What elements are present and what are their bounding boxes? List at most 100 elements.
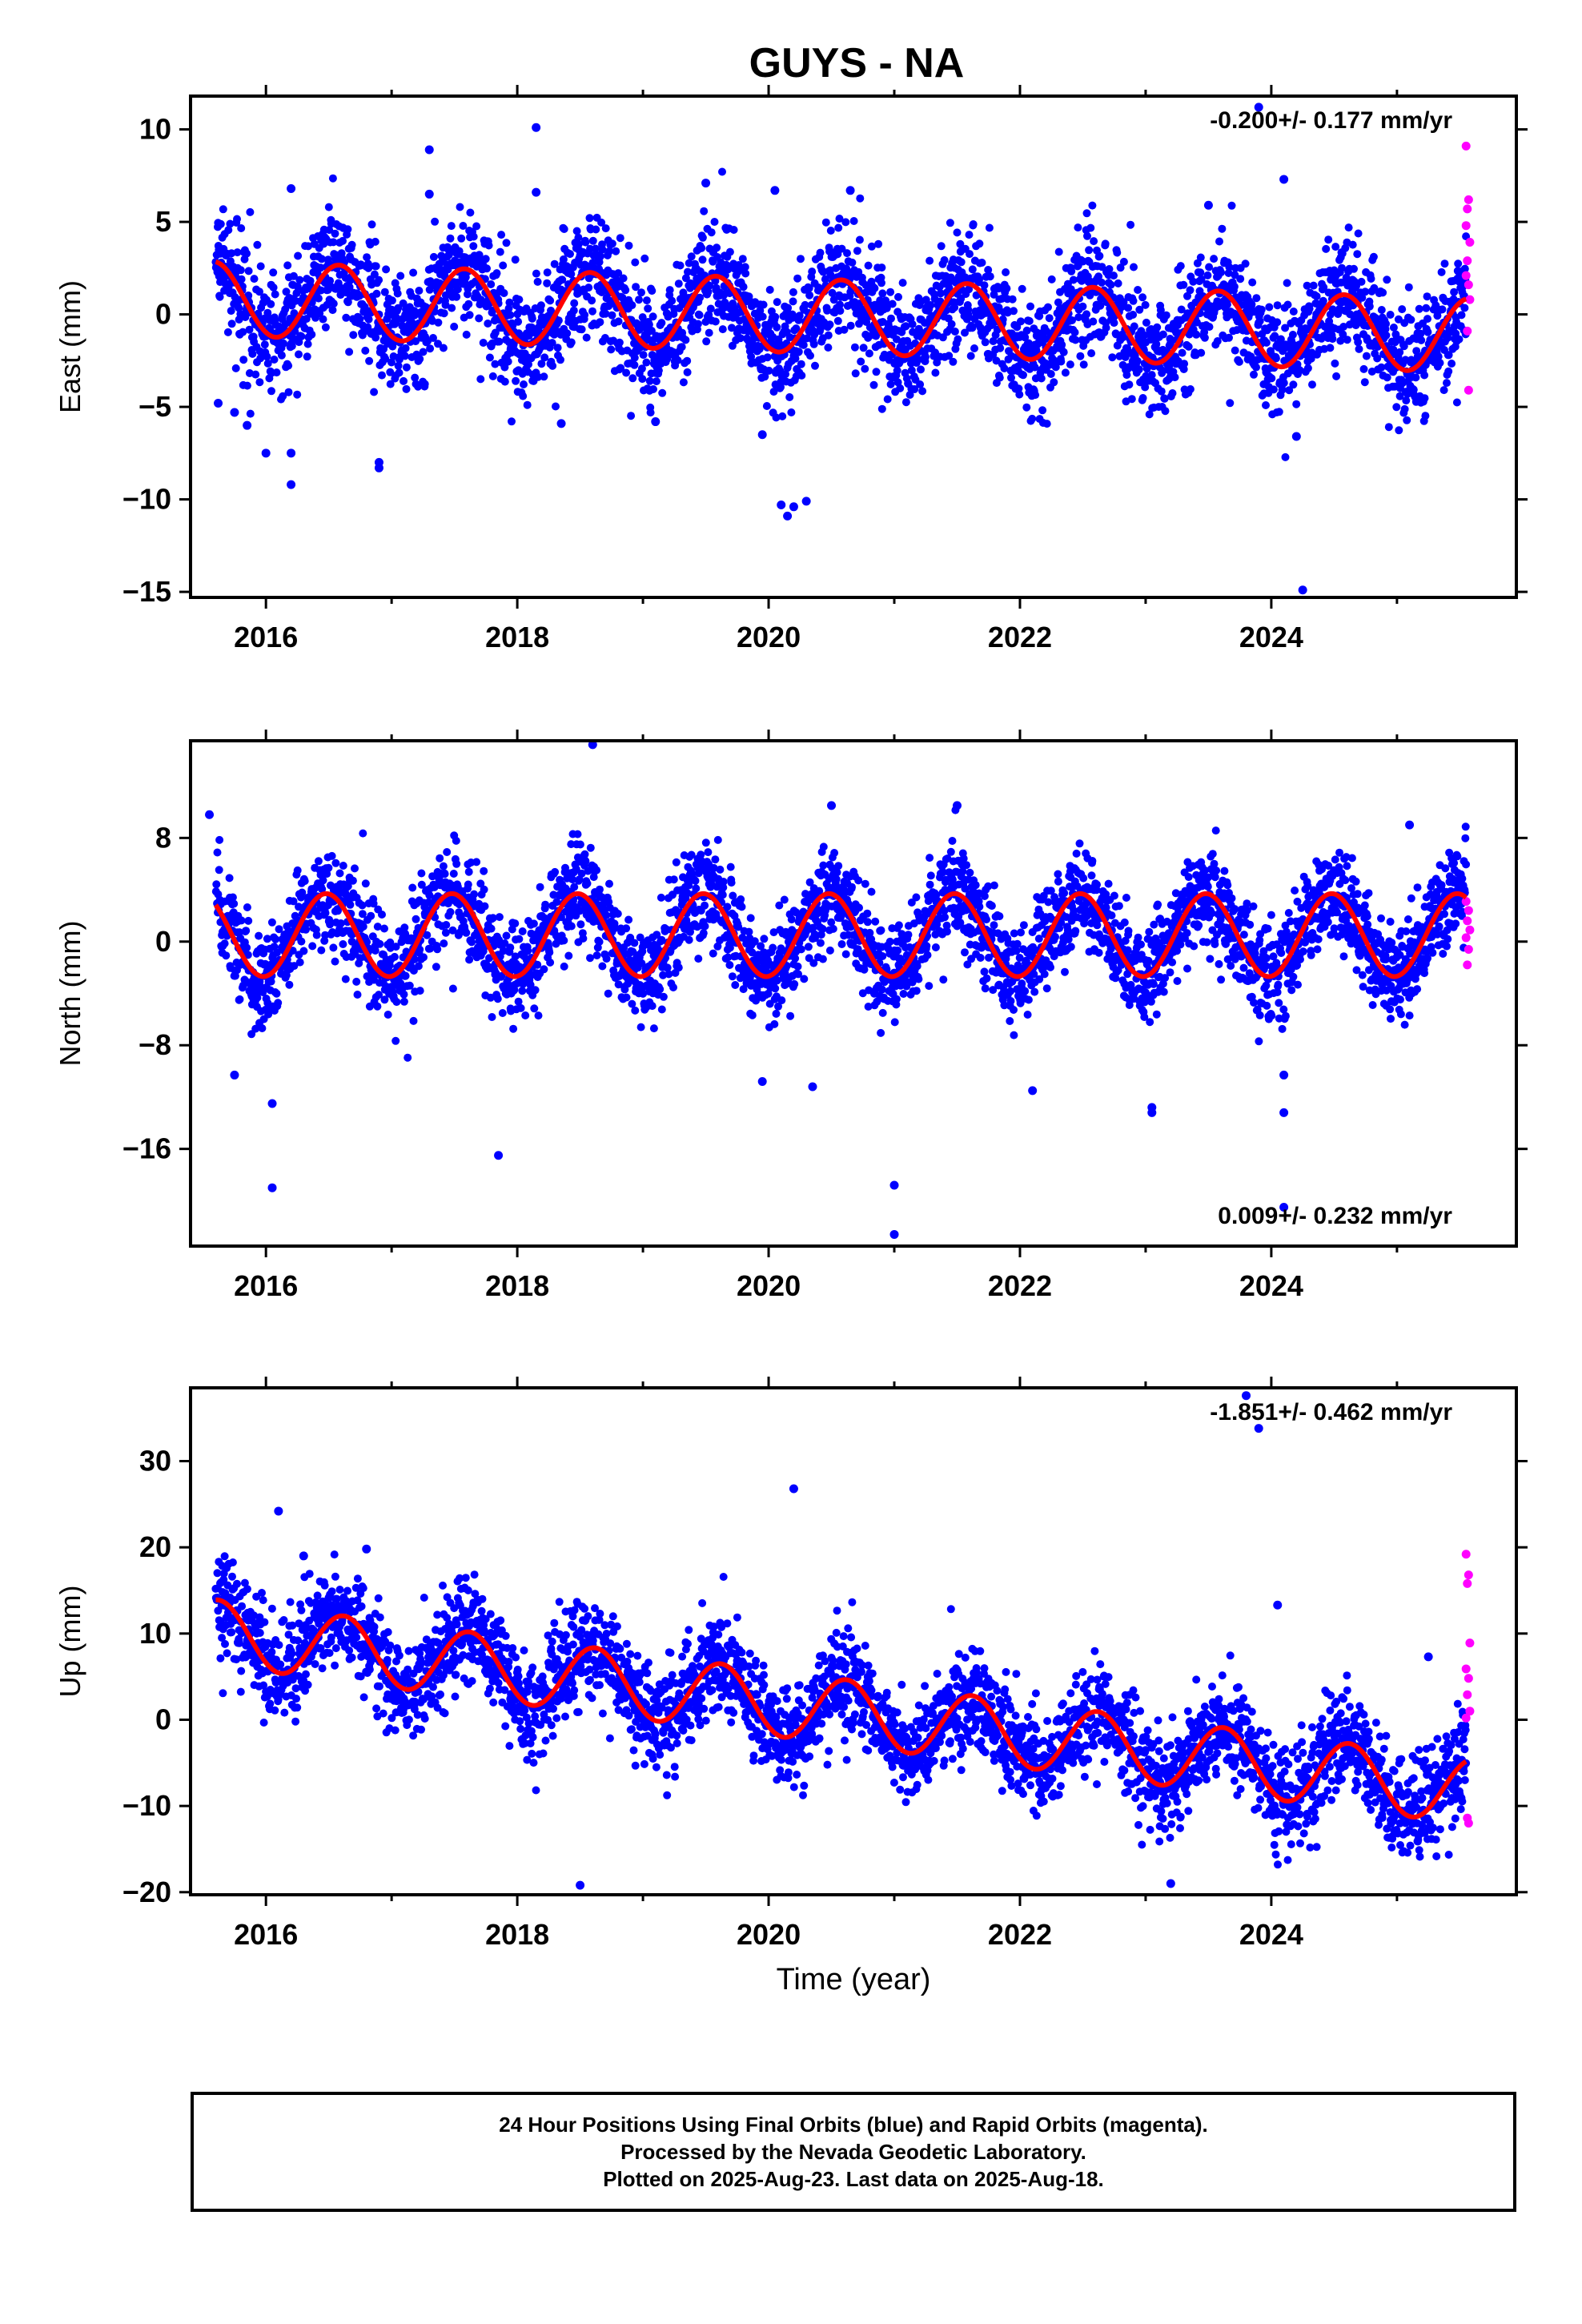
final-orbit-point <box>372 289 381 298</box>
final-orbit-point <box>861 364 869 373</box>
final-orbit-point <box>762 402 771 410</box>
final-orbit-point <box>772 1009 781 1018</box>
final-orbit-point <box>526 980 535 989</box>
outlier-point <box>789 502 798 512</box>
final-orbit-point <box>758 312 767 321</box>
final-orbit-point <box>770 1019 779 1028</box>
final-orbit-point <box>759 300 768 309</box>
final-orbit-point <box>361 346 370 355</box>
final-orbit-point <box>1348 240 1357 249</box>
final-orbit-point <box>410 955 419 963</box>
final-orbit-point <box>239 328 247 336</box>
final-orbit-point <box>1119 298 1128 307</box>
final-orbit-point <box>515 935 524 943</box>
final-orbit-point <box>1057 357 1066 366</box>
final-orbit-point <box>1090 237 1098 246</box>
final-orbit-point <box>260 340 269 349</box>
final-orbit-point <box>683 356 692 365</box>
final-orbit-point <box>415 287 424 295</box>
final-orbit-point <box>466 208 475 217</box>
final-orbit-point <box>843 249 851 258</box>
final-orbit-point <box>1042 420 1051 428</box>
final-orbit-point <box>1382 331 1391 340</box>
final-orbit-point <box>1031 374 1040 383</box>
final-orbit-point <box>267 300 275 308</box>
final-orbit-point <box>440 870 449 879</box>
final-orbit-point <box>425 891 434 899</box>
final-orbit-point <box>777 996 786 1005</box>
final-orbit-point <box>805 291 814 300</box>
final-orbit-point <box>434 340 442 348</box>
final-orbit-point <box>393 289 402 298</box>
final-orbit-point <box>596 252 604 261</box>
final-orbit-point <box>307 330 316 339</box>
final-orbit-point <box>300 877 309 886</box>
final-orbit-point <box>495 913 504 922</box>
final-orbit-point <box>669 875 678 884</box>
final-orbit-point <box>1227 201 1236 210</box>
final-orbit-point <box>1395 348 1404 356</box>
final-orbit-point <box>267 918 276 927</box>
final-orbit-point <box>908 320 917 328</box>
plot-frame <box>189 94 1518 599</box>
final-orbit-point <box>1015 390 1024 399</box>
final-orbit-point <box>965 285 974 294</box>
final-orbit-point <box>364 315 373 324</box>
final-orbit-point <box>1444 367 1453 376</box>
final-orbit-point <box>1450 287 1459 296</box>
final-orbit-point <box>230 899 239 908</box>
final-orbit-point <box>926 256 934 265</box>
final-orbit-point <box>508 925 516 934</box>
final-orbit-point <box>495 337 504 346</box>
final-orbit-point <box>242 927 251 935</box>
final-orbit-point <box>245 325 254 334</box>
final-orbit-point <box>345 283 354 292</box>
final-orbit-point <box>452 859 461 868</box>
final-orbit-point <box>696 293 705 302</box>
final-orbit-point <box>336 919 345 927</box>
final-orbit-point <box>1269 385 1278 394</box>
final-orbit-point <box>297 937 306 946</box>
y-tick-label: −15 <box>122 575 171 608</box>
final-orbit-point <box>1071 336 1080 344</box>
rapid-orbit-point <box>1465 295 1475 304</box>
final-orbit-point <box>560 962 568 971</box>
final-orbit-point <box>464 300 473 308</box>
final-orbit-point <box>429 252 438 261</box>
final-orbit-point <box>728 972 737 981</box>
final-orbit-point <box>628 374 637 383</box>
final-orbit-point <box>546 296 555 305</box>
final-orbit-point <box>1085 246 1094 255</box>
final-orbit-point <box>321 931 330 939</box>
final-orbit-point <box>329 300 338 308</box>
final-orbit-point <box>469 242 478 251</box>
outlier-point <box>770 186 780 195</box>
final-orbit-point <box>282 287 291 296</box>
final-orbit-point <box>339 862 347 870</box>
final-orbit-point <box>1377 306 1386 314</box>
final-orbit-point <box>1134 365 1143 374</box>
final-orbit-point <box>351 864 359 873</box>
outlier-point <box>214 398 223 408</box>
final-orbit-point <box>574 233 583 242</box>
final-orbit-point <box>794 348 803 356</box>
final-orbit-point <box>400 923 409 932</box>
final-orbit-point <box>298 888 307 897</box>
final-orbit-point <box>698 255 707 264</box>
final-orbit-point <box>757 942 765 951</box>
final-orbit-point <box>1423 315 1431 324</box>
final-orbit-point <box>1025 316 1034 325</box>
final-orbit-point <box>1197 348 1206 357</box>
final-orbit-point <box>1455 335 1464 344</box>
final-orbit-point <box>1423 328 1432 336</box>
final-orbit-point <box>596 885 604 894</box>
final-orbit-point <box>1008 295 1017 304</box>
final-orbit-point <box>306 276 315 285</box>
final-orbit-point <box>284 361 293 370</box>
final-orbit-point <box>480 885 488 894</box>
final-orbit-point <box>219 205 227 214</box>
final-orbit-point <box>622 924 631 933</box>
final-orbit-point <box>665 970 673 979</box>
final-orbit-point <box>658 388 667 397</box>
final-orbit-point <box>1019 371 1027 380</box>
